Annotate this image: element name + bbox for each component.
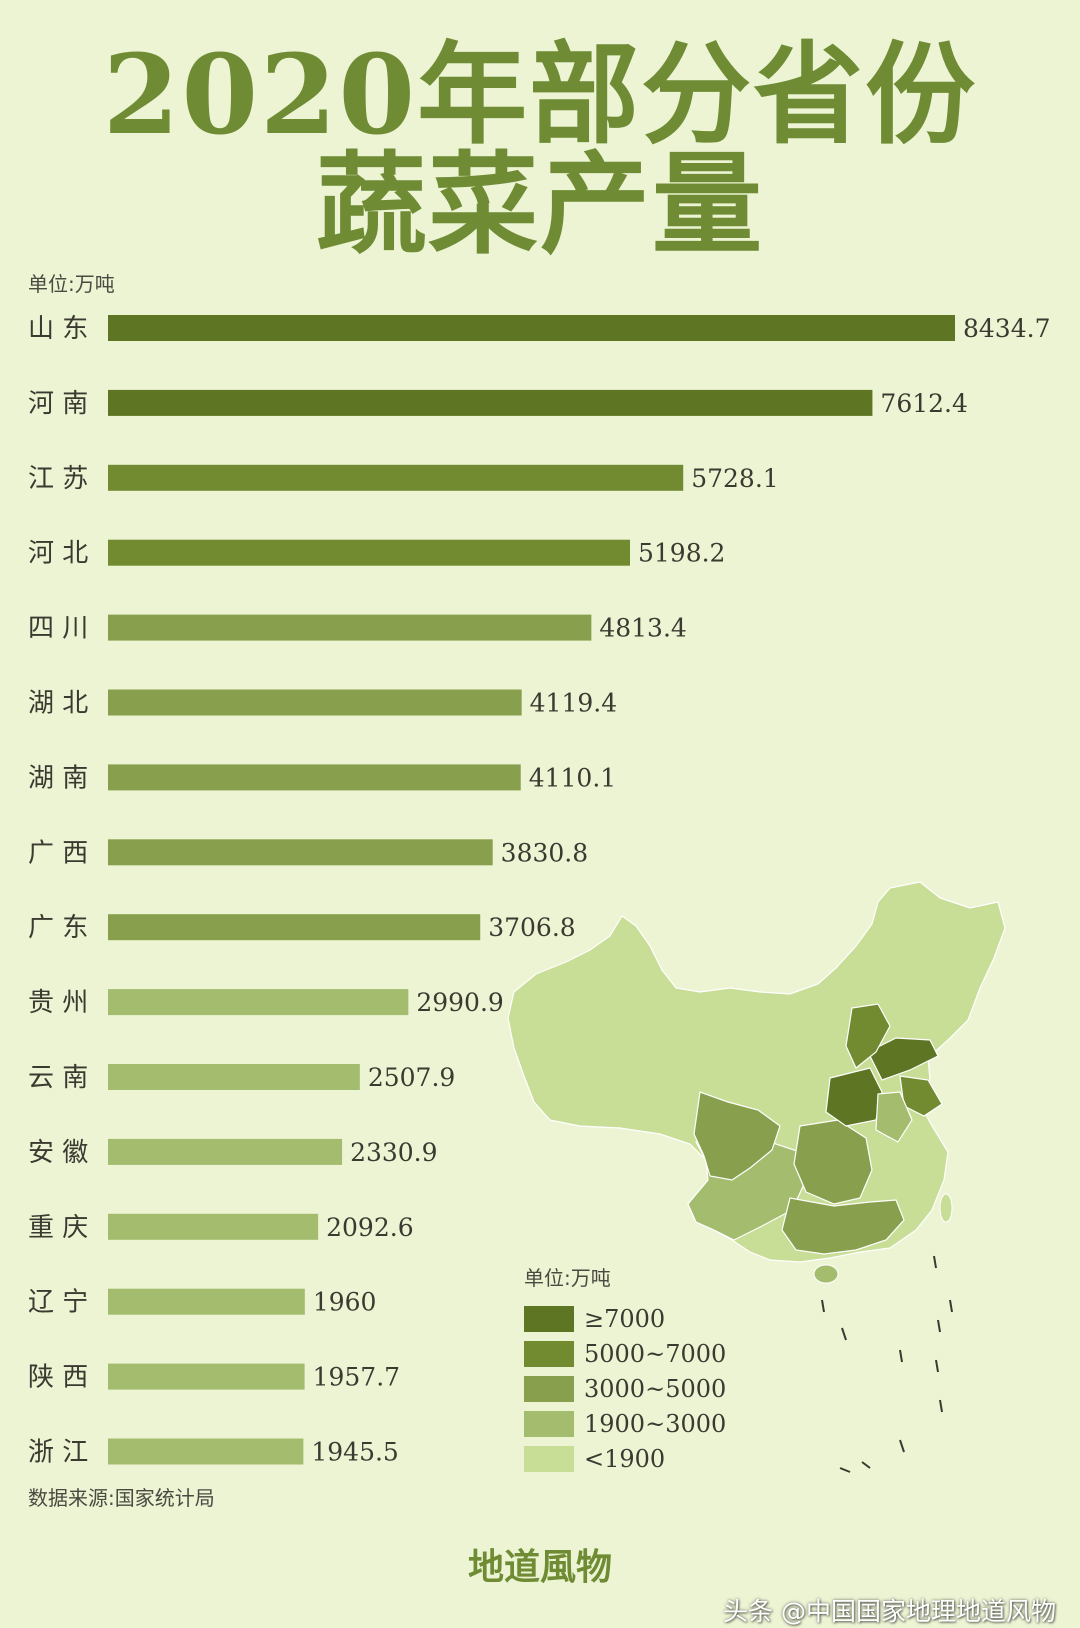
category-label: 河 北 bbox=[28, 539, 88, 569]
map-region-sichuan bbox=[693, 1091, 781, 1181]
bar bbox=[108, 464, 684, 491]
category-label: 河 南 bbox=[28, 389, 88, 419]
category-label: 广 东 bbox=[28, 913, 88, 943]
unit-label: 单位:万吨 bbox=[28, 272, 115, 296]
legend-label: ≥7000 bbox=[584, 1304, 666, 1333]
category-label: 山 东 bbox=[28, 314, 88, 344]
map-region-hebei bbox=[845, 1003, 891, 1069]
value-label: 2092.6 bbox=[326, 1213, 413, 1242]
watermark: 头条 @中国国家地理地道风物 bbox=[723, 1597, 1056, 1626]
value-label: 5198.2 bbox=[638, 539, 725, 568]
category-label: 云 南 bbox=[28, 1063, 88, 1093]
legend-swatch bbox=[524, 1340, 574, 1367]
legend-label: <1900 bbox=[584, 1444, 666, 1473]
category-label: 湖 北 bbox=[28, 689, 88, 719]
value-label: 1945.5 bbox=[311, 1438, 398, 1467]
legend-label: 5000~7000 bbox=[584, 1339, 727, 1368]
bar bbox=[108, 1288, 305, 1315]
value-label: 2507.9 bbox=[368, 1063, 455, 1092]
bar bbox=[108, 389, 873, 416]
legend-swatch bbox=[524, 1445, 574, 1472]
bar bbox=[108, 614, 592, 641]
bar bbox=[108, 839, 493, 866]
value-label: 8434.7 bbox=[963, 314, 1050, 343]
bar bbox=[108, 989, 409, 1016]
china-map bbox=[507, 881, 1006, 1473]
value-label: 3830.8 bbox=[501, 838, 588, 867]
bar bbox=[108, 315, 955, 341]
category-label: 贵 州 bbox=[28, 988, 88, 1018]
value-label: 2330.9 bbox=[350, 1138, 437, 1167]
map-region-anhui bbox=[875, 1091, 913, 1143]
value-label: 1957.7 bbox=[313, 1363, 400, 1392]
chart-title-line1: 2020年部分省份 bbox=[102, 30, 978, 159]
legend-label: 3000~5000 bbox=[584, 1374, 727, 1403]
map-region-hainan bbox=[813, 1264, 839, 1284]
category-label: 广 西 bbox=[28, 838, 88, 868]
legend-item: 3000~5000 bbox=[524, 1371, 726, 1406]
value-label: 3706.8 bbox=[488, 913, 575, 942]
legend-title: 单位:万吨 bbox=[524, 1266, 611, 1290]
legend-item: 1900~3000 bbox=[524, 1406, 726, 1441]
map-legend: 单位:万吨 ≥7000 5000~7000 3000~5000 1900~3000 <1… bbox=[524, 1262, 726, 1476]
bar bbox=[108, 1213, 319, 1240]
category-label: 湖 南 bbox=[28, 763, 88, 793]
legend-item: <1900 bbox=[524, 1441, 726, 1476]
value-label: 4813.4 bbox=[599, 614, 686, 643]
category-label: 陕 西 bbox=[28, 1363, 88, 1393]
chart-title-line2: 蔬菜产量 bbox=[316, 140, 764, 269]
bar bbox=[108, 539, 630, 566]
bar bbox=[108, 1064, 360, 1090]
bar bbox=[108, 1438, 304, 1465]
category-label: 江 苏 bbox=[28, 464, 88, 494]
category-label: 四 川 bbox=[28, 614, 88, 644]
map-region-shandong bbox=[867, 1037, 939, 1081]
legend-swatch bbox=[524, 1375, 574, 1402]
map-region-taiwan bbox=[939, 1193, 953, 1223]
value-label: 5728.1 bbox=[691, 464, 778, 493]
legend-label: 1900~3000 bbox=[584, 1409, 727, 1438]
bar bbox=[108, 764, 521, 791]
legend-items: ≥7000 5000~7000 3000~5000 1900~3000 <1900 bbox=[524, 1301, 726, 1476]
data-source: 数据来源:国家统计局 bbox=[28, 1486, 215, 1510]
legend-item: ≥7000 bbox=[524, 1301, 726, 1336]
bar bbox=[108, 1138, 343, 1165]
value-label: 1960 bbox=[313, 1288, 377, 1317]
bar bbox=[108, 689, 522, 716]
brand-logo-text: 地道風物 bbox=[467, 1546, 612, 1588]
value-label: 4110.1 bbox=[529, 763, 616, 792]
category-label: 安 徽 bbox=[28, 1138, 88, 1168]
legend-swatch bbox=[524, 1410, 574, 1437]
bar bbox=[108, 1363, 305, 1390]
map-region-guangxi-guangdong bbox=[781, 1197, 905, 1255]
category-label: 辽 宁 bbox=[28, 1288, 88, 1318]
value-label: 7612.4 bbox=[880, 389, 967, 418]
value-label: 2990.9 bbox=[416, 988, 503, 1017]
category-label: 浙 江 bbox=[28, 1438, 88, 1468]
bar bbox=[108, 914, 481, 941]
category-label: 重 庆 bbox=[28, 1213, 88, 1243]
value-label: 4119.4 bbox=[530, 689, 617, 718]
map-region-henan bbox=[825, 1067, 883, 1127]
legend-item: 5000~7000 bbox=[524, 1336, 726, 1371]
south-sea-dashes bbox=[821, 1255, 953, 1473]
legend-swatch bbox=[524, 1305, 574, 1332]
